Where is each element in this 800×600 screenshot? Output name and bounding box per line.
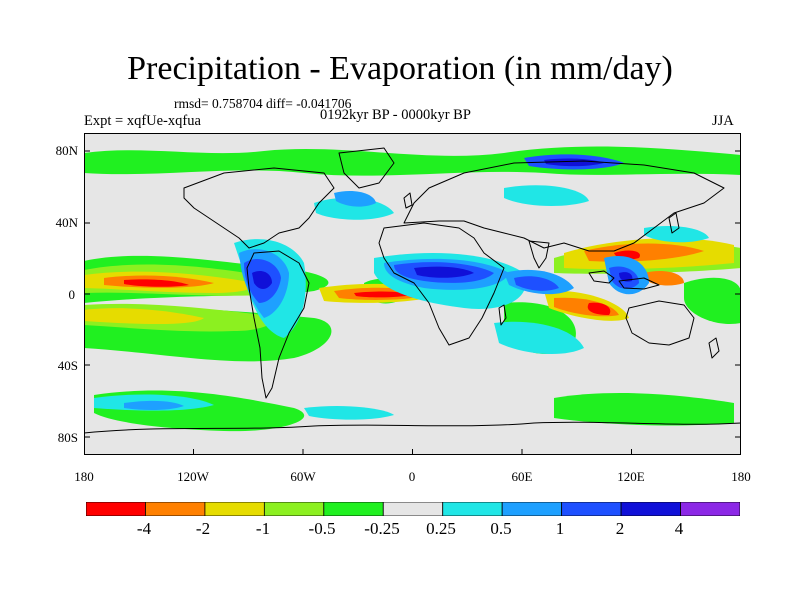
colorbar-label-2: -2 [195, 519, 211, 538]
colorbar-swatch-6 [382, 502, 444, 516]
coastlines [84, 147, 741, 434]
precip-evap-map [84, 133, 741, 455]
period-label: 0192kyr BP - 0000kyr BP [320, 107, 471, 123]
season-label: JJA [712, 113, 734, 129]
colorbar-swatch-10 [620, 502, 681, 516]
colorbar-swatch-1 [86, 502, 146, 516]
x-tick-label-180w: 180 [74, 469, 94, 484]
colorbar-swatch-8 [501, 502, 563, 516]
colorbar-label-4: -0.5 [308, 519, 336, 538]
map-ticks [84, 150, 741, 455]
colorbar-swatch-3 [204, 502, 265, 516]
y-tick-label-40n: 40N [55, 215, 78, 230]
colorbar-swatch-4 [263, 502, 325, 516]
x-tick-label-180e: 180 [731, 469, 751, 484]
colorbar-label-6: 0.25 [426, 519, 456, 538]
map-panel [84, 133, 741, 455]
colorbar-label-1: -4 [136, 519, 152, 538]
x-tick-label-0: 0 [408, 469, 416, 484]
x-tick-label-60w: 60W [290, 469, 316, 484]
colorbar-label-8: 1 [555, 519, 565, 538]
colorbar [86, 502, 740, 516]
colorbar-swatch-9 [561, 502, 622, 516]
contour-dark-blue [252, 158, 633, 289]
colorbar-swatches [86, 502, 740, 516]
colorbar-swatch-7 [442, 502, 503, 516]
x-tick-label-120w: 120W [177, 469, 209, 484]
colorbar-label-7: 0.5 [490, 519, 512, 538]
y-tick-label-80s: 80S [57, 430, 78, 445]
y-tick-label-0: 0 [68, 287, 76, 302]
y-tick-label-40s: 40S [57, 358, 78, 373]
experiment-label: Expt = xqfUe-xqfua [84, 113, 201, 129]
colorbar-label-10: 4 [674, 519, 684, 538]
colorbar-swatch-5 [323, 502, 384, 516]
y-tick-label-80n: 80N [55, 143, 78, 158]
colorbar-label-5: -0.25 [364, 519, 400, 538]
stats-label: rmsd= 0.758704 diff= -0.041706 [174, 96, 352, 111]
colorbar-label-3: -1 [255, 519, 271, 538]
colorbar-swatch-2 [145, 502, 206, 516]
colorbar-label-9: 2 [615, 519, 625, 538]
x-tick-label-60e: 60E [511, 469, 533, 484]
chart-title: Precipitation - Evaporation (in mm/day) [127, 50, 673, 87]
x-tick-label-120e: 120E [617, 469, 645, 484]
colorbar-swatch-11 [680, 502, 740, 516]
